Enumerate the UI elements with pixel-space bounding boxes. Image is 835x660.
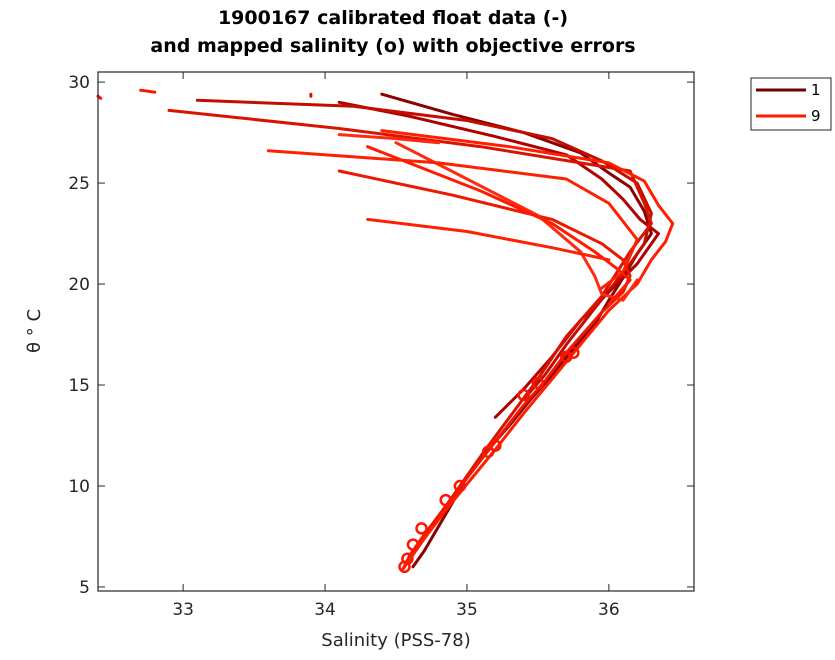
plot-area (98, 72, 694, 591)
y-tick-label: 20 (68, 275, 90, 295)
mapped-salinity-marker (481, 445, 495, 458)
x-tick-label: 33 (172, 600, 194, 620)
x-tick-label: 35 (456, 600, 478, 620)
y-tick-label: 5 (79, 578, 90, 598)
mapped-salinity-marker (401, 552, 414, 565)
y-axis-label: θ ° C (24, 309, 45, 353)
profile-line-3 (195, 98, 653, 401)
profile-line-6 (380, 129, 675, 571)
y-tick-label: 30 (68, 73, 90, 93)
mapped-salinity-marker (489, 439, 502, 452)
plot-frame (97, 71, 695, 592)
profile-line-8 (366, 145, 632, 306)
profile-line-7 (394, 141, 639, 302)
x-tick-label: 36 (598, 600, 620, 620)
legend-label-1: 1 (811, 81, 821, 99)
legend-label-9: 9 (811, 107, 821, 125)
profile-line-14 (366, 217, 611, 262)
mapped-salinity-marker (517, 388, 530, 402)
chart-title-line-2: and mapped salinity (o) with objective e… (150, 35, 635, 57)
legend: 1 9 (750, 77, 832, 131)
mapped-salinity-marker (567, 346, 580, 359)
y-tick-label: 10 (68, 477, 90, 497)
profile-line-10 (139, 88, 157, 94)
mapped-salinity-marker (406, 538, 420, 551)
legend-box (750, 77, 832, 131)
profile-line-13 (337, 133, 441, 145)
mapped-salinity-marker (415, 522, 428, 535)
mapped-salinity-marker (531, 376, 545, 390)
mapped-salinity-marker (453, 479, 467, 493)
profile-line-9 (266, 149, 639, 290)
axes-layer: 33 34 35 36 5 10 15 20 25 30 (68, 72, 694, 620)
mapped-salinity-marker (439, 493, 452, 507)
y-tick-label: 25 (68, 174, 90, 194)
y-tick-label: 15 (68, 376, 90, 396)
data-layer (96, 88, 675, 574)
x-axis-label: Salinity (PSS-78) (321, 630, 470, 651)
x-tick-label: 34 (314, 600, 336, 620)
chart-title-line-1: 1900167 calibrated float data (-) (218, 7, 568, 29)
